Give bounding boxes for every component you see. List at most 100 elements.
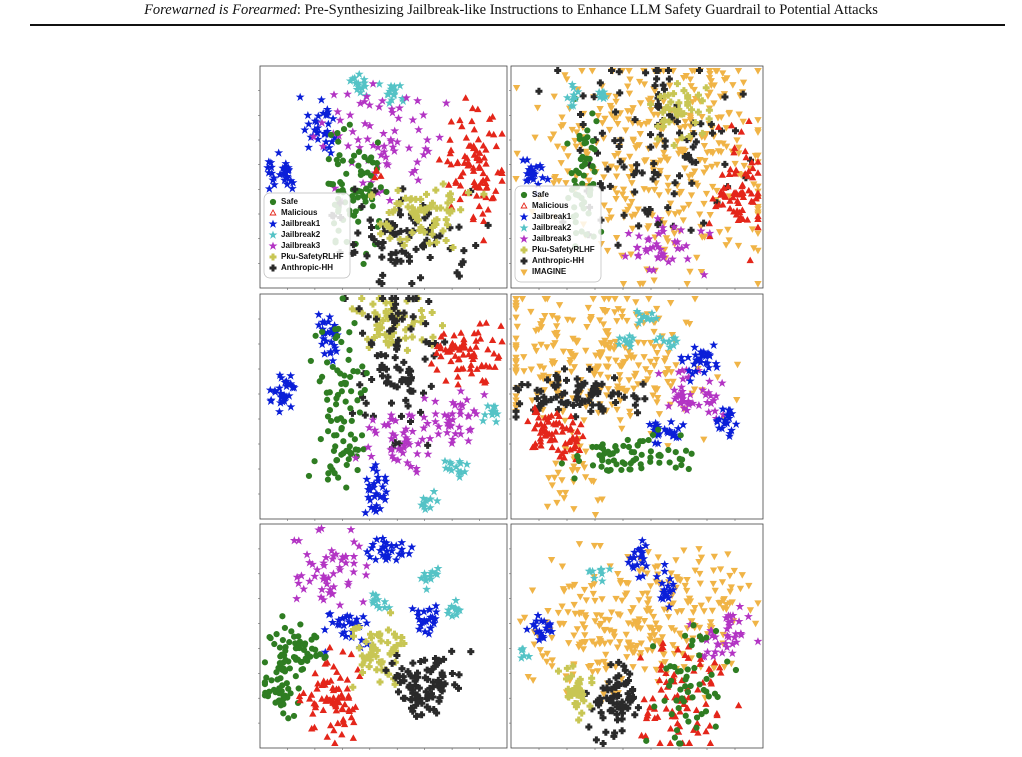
scatter-point — [708, 671, 715, 678]
scatter-point — [330, 447, 338, 455]
scatter-point — [352, 446, 359, 453]
scatter-point — [696, 681, 703, 688]
scatter-point — [621, 460, 628, 468]
header-title: : Pre-Synthesizing Jailbreak-like Instru… — [296, 2, 878, 18]
scatter-point — [684, 688, 692, 696]
scatter-point — [290, 712, 298, 720]
scatter-point — [593, 118, 600, 125]
scatter-point — [369, 203, 376, 210]
scatter-point — [672, 448, 679, 456]
scatter-point — [675, 705, 682, 712]
scatter-point — [347, 373, 354, 381]
scatter-point — [571, 177, 578, 184]
scatter-point — [340, 450, 347, 457]
running-header: Forewarned is Forearmed: Pre-Synthesizin… — [0, 2, 1022, 19]
scatter-point — [324, 359, 331, 366]
scatter-point — [360, 260, 367, 268]
scatter-point — [696, 652, 703, 659]
scatter-point — [273, 631, 280, 638]
scatter-point — [681, 632, 689, 639]
scatter-point — [358, 432, 366, 439]
scatter-point — [304, 657, 311, 664]
scatter-point — [359, 363, 366, 370]
scatter-point — [288, 628, 295, 635]
scatter-point — [579, 153, 586, 160]
scatter-point — [346, 443, 353, 450]
legend-label: Jailbreak2 — [532, 223, 572, 232]
scatter-point — [368, 154, 375, 161]
scatter-point — [573, 167, 580, 174]
scatter-point — [343, 170, 350, 177]
scatter-panel — [509, 293, 764, 521]
scatter-point — [649, 431, 657, 439]
scatter-point — [329, 363, 336, 371]
scatter-point — [277, 702, 285, 709]
scatter-point — [332, 334, 339, 342]
scatter-point — [579, 180, 586, 187]
legend-label: Pku-SafetyRLHF — [281, 252, 344, 261]
scatter-point — [291, 633, 298, 640]
scatter-point — [270, 686, 278, 693]
scatter-point — [690, 622, 697, 629]
header-rule — [30, 24, 1005, 26]
legend-label: Pku-SafetyRLHF — [532, 245, 595, 254]
scatter-point — [649, 643, 657, 650]
scatter-point — [357, 168, 365, 175]
scatter-point — [334, 367, 341, 374]
scatter-point — [342, 398, 349, 405]
legend-label: Jailbreak2 — [281, 230, 321, 239]
scatter-point — [691, 664, 698, 672]
scatter-point — [564, 140, 571, 147]
scatter-point — [335, 474, 342, 481]
scatter-point — [712, 627, 720, 635]
scatter-point — [618, 466, 625, 474]
scatter-point — [656, 459, 663, 466]
scatter-point — [688, 450, 695, 457]
scatter-point — [703, 634, 710, 641]
scatter-point — [345, 456, 352, 463]
scatter-point — [285, 685, 292, 692]
scatter-point — [601, 450, 608, 457]
legend-label: Safe — [281, 197, 298, 206]
scatter-point — [593, 443, 600, 451]
scatter-point — [665, 446, 672, 454]
scatter-point — [571, 475, 578, 482]
scatter-point — [678, 695, 686, 702]
legend-label: Jailbreak3 — [281, 241, 321, 250]
scatter-point — [348, 417, 355, 425]
scatter-point — [558, 460, 565, 467]
scatter-panel — [509, 523, 764, 750]
scatter-point — [351, 320, 358, 327]
scatter-point — [334, 130, 341, 137]
scatter-point — [630, 449, 638, 456]
scatter-point — [724, 658, 731, 665]
scatter-point — [338, 338, 345, 346]
scatter-point — [591, 168, 598, 175]
legend-label: Anthropic-HH — [532, 256, 584, 265]
scatter-point — [637, 461, 644, 468]
scatter-point — [357, 390, 364, 397]
legend: Safe Malicious Jailbreak1 Jailbreak2 Jailbre… — [263, 192, 351, 279]
scatter-point — [336, 152, 343, 159]
scatter-point — [627, 460, 634, 467]
legend-box — [514, 185, 602, 283]
scatter-point — [301, 642, 308, 649]
scatter-point — [279, 696, 287, 703]
scatter-point — [574, 453, 581, 460]
scatter-point — [280, 710, 287, 717]
scatter-point — [318, 328, 326, 336]
scatter-point — [627, 466, 634, 473]
scatter-point — [599, 445, 607, 452]
scatter-point — [350, 152, 358, 159]
scatter-point — [282, 656, 289, 664]
scatter-point — [620, 442, 627, 450]
scatter-point — [338, 424, 345, 432]
scatter-point — [581, 140, 588, 147]
scatter-point — [374, 139, 381, 146]
scatter-point — [677, 686, 684, 693]
scatter-point — [276, 685, 283, 692]
scatter-point — [263, 674, 270, 681]
scatter-point — [292, 673, 299, 680]
scatter-point — [291, 654, 298, 661]
scatter-point — [668, 677, 675, 684]
